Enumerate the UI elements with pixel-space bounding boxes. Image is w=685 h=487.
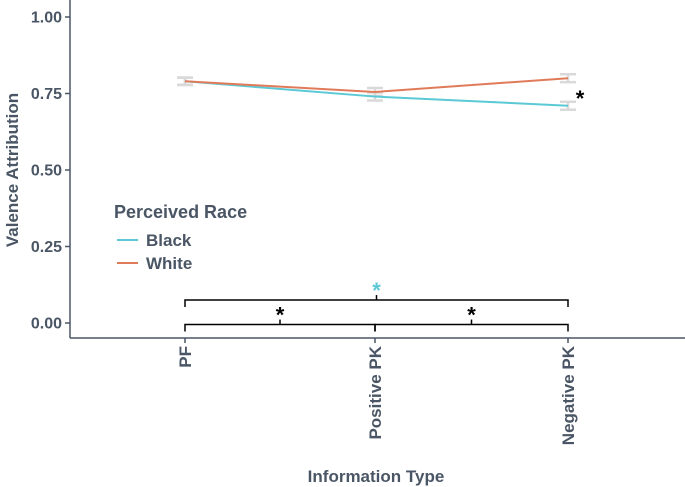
series-group <box>177 72 576 111</box>
significance-bracket: * <box>184 303 376 332</box>
legend-item-black: Black <box>117 231 192 250</box>
series-line-black <box>184 80 569 107</box>
y-tick-label: 0.75 <box>31 86 62 103</box>
x-tick-label: Positive PK <box>366 345 385 439</box>
significance-bracket: * <box>374 303 569 332</box>
legend: Perceived Race Black White <box>114 202 247 273</box>
significance-bracket: * <box>184 278 569 308</box>
legend-items: Black White <box>117 231 192 273</box>
x-axis-title: Information Type <box>308 467 445 486</box>
y-axis-title: Valence Attribution <box>3 93 22 247</box>
y-tick-label: 0.25 <box>31 239 62 256</box>
axes <box>69 0 685 339</box>
legend-title: Perceived Race <box>114 202 247 222</box>
significance-marker: * <box>576 86 585 111</box>
legend-label: Black <box>146 231 192 250</box>
x-tick-label: PF <box>176 346 195 368</box>
bracket-label: * <box>467 303 476 328</box>
y-tick-label: 0.50 <box>31 163 62 180</box>
error-bar <box>177 76 193 87</box>
legend-label: White <box>146 254 192 273</box>
series-line-white <box>184 77 569 93</box>
error-bar <box>560 100 576 111</box>
annotations: * <box>576 86 585 111</box>
bracket-label: * <box>372 278 381 303</box>
x-tick-label: Negative PK <box>559 345 578 445</box>
bracket-label: * <box>276 303 285 328</box>
legend-item-white: White <box>117 254 192 273</box>
significance-brackets: * * * <box>184 278 569 332</box>
y-tick-label: 0.00 <box>31 316 62 333</box>
y-tick-label: 1.00 <box>31 10 62 27</box>
y-ticks: 0.00 0.25 0.50 0.75 1.00 <box>31 10 70 333</box>
x-ticks: PF Positive PK Negative PK <box>176 338 578 445</box>
